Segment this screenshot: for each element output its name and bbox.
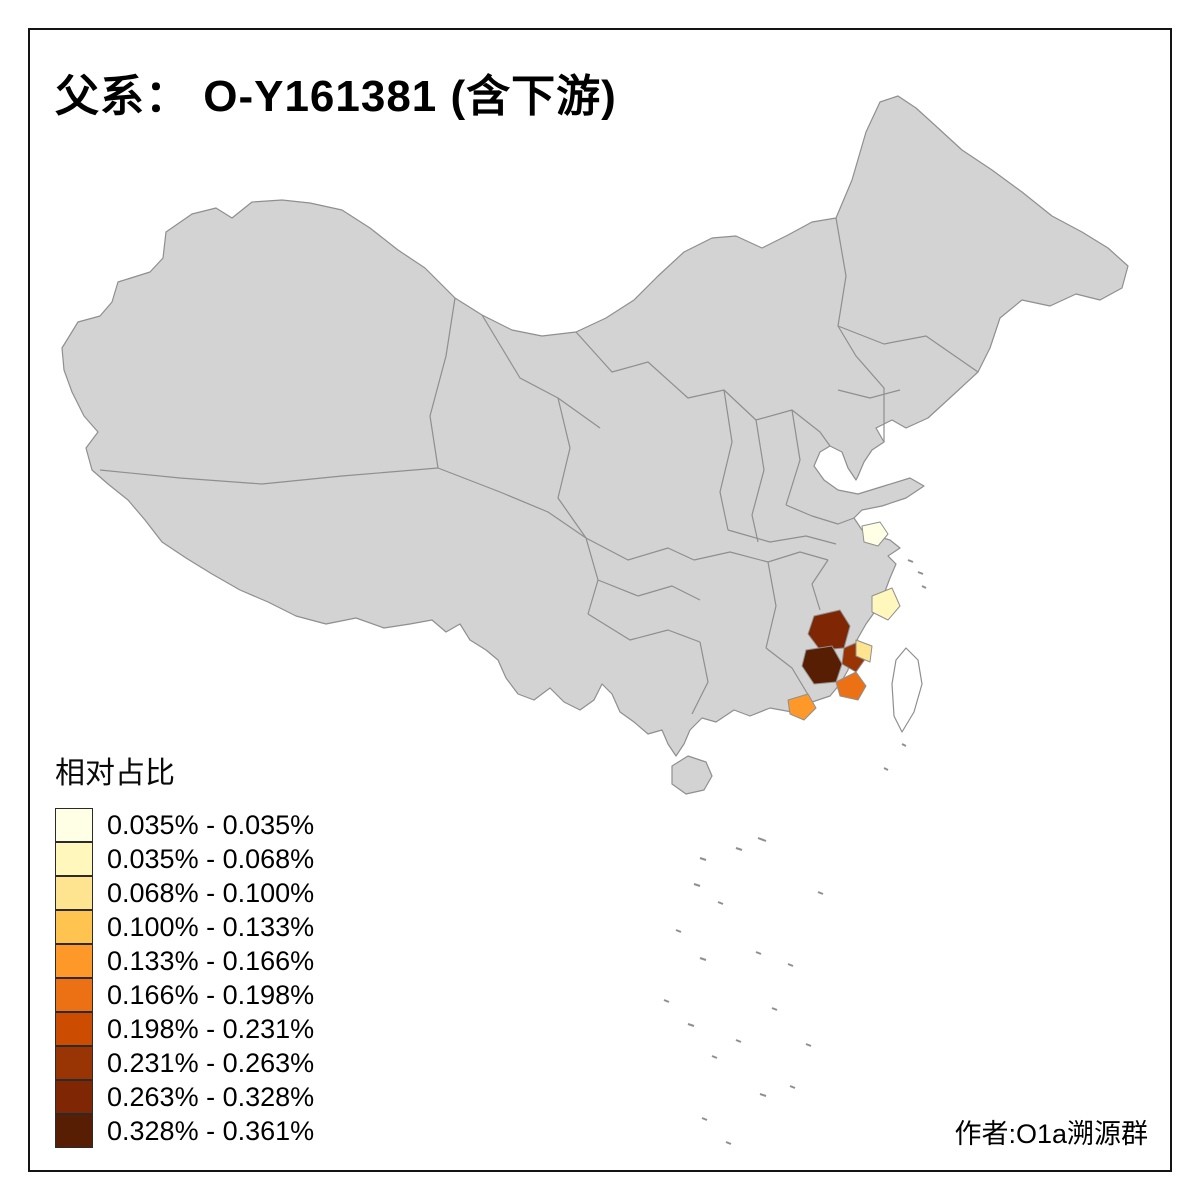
map-region-6: [871, 587, 901, 621]
legend-swatch: [55, 1079, 93, 1114]
legend-item: 0.328% - 0.361%: [55, 1113, 315, 1148]
legend-label: 0.068% - 0.100%: [107, 878, 315, 908]
legend-item: 0.100% - 0.133%: [55, 909, 315, 944]
legend-swatch: [55, 977, 93, 1012]
page-title: 父系： O-Y161381 (含下游): [55, 72, 617, 121]
map-layer: [61, 95, 1129, 1145]
legend-item: 0.068% - 0.100%: [55, 875, 315, 910]
author-credit: 作者:O1a溯源群: [954, 1119, 1148, 1149]
highlighted-regions: [787, 521, 901, 721]
legend-title: 相对占比: [55, 757, 175, 790]
legend-swatch: [55, 875, 93, 910]
legend-item: 0.133% - 0.166%: [55, 943, 315, 978]
legend-item: 0.263% - 0.328%: [55, 1079, 315, 1114]
map-region-8: [787, 693, 817, 721]
taiwan-island: [891, 647, 923, 733]
legend-label: 0.198% - 0.231%: [107, 1014, 315, 1044]
legend-swatch: [55, 1113, 93, 1148]
legend-item: 0.198% - 0.231%: [55, 1011, 315, 1046]
legend-swatch: [55, 841, 93, 876]
legend-items: 0.035% - 0.035% 0.035% - 0.068% 0.068% - 0…: [55, 807, 315, 1148]
legend-label: 0.263% - 0.328%: [107, 1082, 315, 1112]
mainland-outline: [61, 95, 1129, 757]
legend-swatch: [55, 943, 93, 978]
legend-item: 0.231% - 0.263%: [55, 1045, 315, 1080]
legend-label: 0.133% - 0.166%: [107, 946, 315, 976]
legend-item: 0.035% - 0.068%: [55, 841, 315, 876]
legend-label: 0.035% - 0.035%: [107, 810, 315, 840]
south-china-sea-islets: [663, 837, 824, 1145]
coastal-islets: [883, 559, 927, 771]
legend-label: 0.100% - 0.133%: [107, 912, 315, 942]
legend-swatch: [55, 1011, 93, 1046]
legend-label: 0.231% - 0.263%: [107, 1048, 315, 1078]
legend-label: 0.166% - 0.198%: [107, 980, 315, 1010]
legend-swatch: [55, 1045, 93, 1080]
legend-label: 0.035% - 0.068%: [107, 844, 315, 874]
hainan-island: [671, 755, 713, 795]
legend: 相对占比 0.035% - 0.035% 0.035% - 0.068% 0.068…: [55, 748, 314, 1148]
map-region-4: [835, 671, 867, 701]
province-boundaries: [99, 217, 979, 715]
map-region-7: [861, 521, 889, 547]
map-region-5: [855, 639, 873, 663]
legend-item: 0.035% - 0.035%: [55, 807, 315, 842]
legend-swatch: [55, 909, 93, 944]
legend-swatch: [55, 807, 93, 842]
legend-item: 0.166% - 0.198%: [55, 977, 315, 1012]
legend-label: 0.328% - 0.361%: [107, 1116, 315, 1146]
